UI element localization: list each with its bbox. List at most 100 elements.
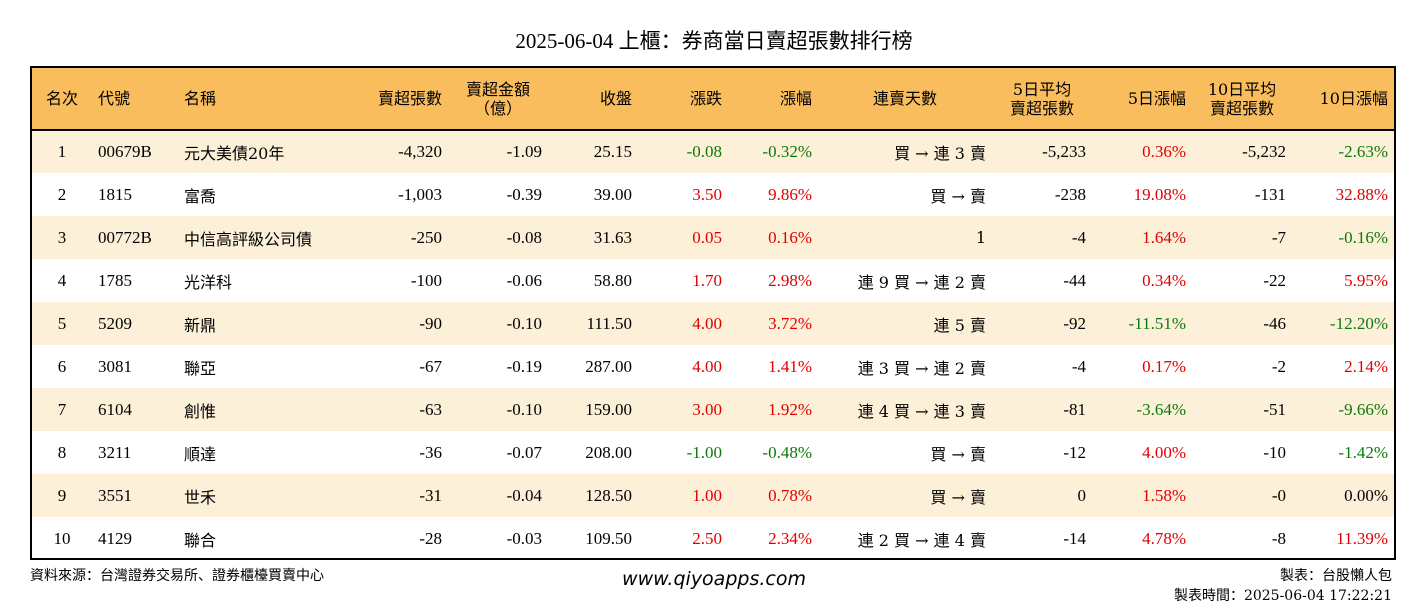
cell-code: 00772B bbox=[98, 227, 152, 247]
cell-streak: 連 5 賣 bbox=[933, 315, 986, 335]
cell-pct5: -3.64% bbox=[1136, 399, 1186, 419]
cell-pct10: -1.42% bbox=[1338, 442, 1388, 462]
header-close[interactable]: 收盤 bbox=[548, 68, 638, 131]
table-row[interactable]: 2 1815 富喬 -1,003 -0.39 39.00 3.50 9.86% 買 → 賣 -23… bbox=[32, 173, 1394, 216]
cell-avg5: -44 bbox=[1063, 270, 1086, 290]
cell-pct5: 4.78% bbox=[1142, 528, 1186, 548]
cell-avg10: -22 bbox=[1263, 270, 1286, 290]
cell-streak: 連 9 買 → 連 2 賣 bbox=[857, 272, 986, 292]
cell-streak: 買 → 賣 bbox=[930, 444, 986, 464]
table-row[interactable]: 8 3211 順達 -36 -0.07 208.00 -1.00 -0.48% 買 → 賣 -12… bbox=[32, 431, 1394, 474]
cell-rank: 7 bbox=[57, 399, 67, 419]
cell-sell-amount: -0.06 bbox=[506, 270, 542, 290]
cell-change: -1.00 bbox=[686, 442, 722, 462]
cell-avg5: -238 bbox=[1054, 184, 1086, 204]
table-row[interactable]: 6 3081 聯亞 -67 -0.19 287.00 4.00 1.41% 連 3 買 → 連 … bbox=[32, 345, 1394, 388]
cell-sell-amount: -0.03 bbox=[506, 528, 542, 548]
cell-close: 111.50 bbox=[586, 313, 633, 333]
cell-streak: 買 → 連 3 賣 bbox=[894, 144, 986, 163]
ranking-table: 名次 代號 名稱 賣超張數 賣超金額 （億） 收盤 漲跌 漲幅 連賣天數 5日平… bbox=[32, 68, 1394, 560]
cell-sell-lots: -1,003 bbox=[398, 184, 442, 204]
table-row[interactable]: 9 3551 世禾 -31 -0.04 128.50 1.00 0.78% 買 → 賣 0 1.58… bbox=[32, 474, 1394, 517]
cell-sell-amount: -1.09 bbox=[506, 142, 542, 161]
cell-change: 1.00 bbox=[692, 485, 722, 505]
cell-avg10: -0 bbox=[1271, 485, 1286, 505]
cell-sell-lots: -90 bbox=[419, 313, 442, 333]
cell-change-pct: 1.41% bbox=[768, 356, 812, 376]
table-row[interactable]: 4 1785 光洋科 -100 -0.06 58.80 1.70 2.98% 連 9 買 → 連… bbox=[32, 259, 1394, 302]
cell-code: 3211 bbox=[98, 442, 132, 462]
data-source: 資料來源：台灣證券交易所、證券櫃檯買賣中心 bbox=[30, 568, 324, 584]
cell-name: 創惟 bbox=[184, 401, 217, 421]
cell-avg10: -51 bbox=[1263, 399, 1286, 419]
cell-name: 光洋科 bbox=[184, 272, 233, 292]
cell-close: 128.50 bbox=[585, 485, 632, 505]
cell-close: 58.80 bbox=[593, 270, 632, 290]
cell-streak: 連 3 買 → 連 2 賣 bbox=[857, 358, 986, 378]
cell-close: 109.50 bbox=[585, 528, 632, 548]
cell-pct10: -12.20% bbox=[1329, 313, 1388, 333]
cell-rank: 3 bbox=[57, 227, 67, 247]
cell-pct10: 11.39% bbox=[1336, 528, 1388, 548]
cell-pct5: 1.64% bbox=[1142, 227, 1186, 247]
cell-pct10: 2.14% bbox=[1344, 356, 1388, 376]
cell-avg5: 0 bbox=[1077, 485, 1087, 505]
table-row[interactable]: 7 6104 創惟 -63 -0.10 159.00 3.00 1.92% 連 4 買 → 連 … bbox=[32, 388, 1394, 431]
header-sell-lots[interactable]: 賣超張數 bbox=[354, 68, 448, 131]
cell-pct10: 0.00% bbox=[1344, 485, 1388, 505]
cell-pct10: 32.88% bbox=[1335, 184, 1388, 204]
cell-avg10: -2 bbox=[1271, 356, 1286, 376]
cell-change: 2.50 bbox=[692, 528, 722, 548]
header-rank[interactable]: 名次 bbox=[32, 68, 92, 131]
cell-change-pct: 2.98% bbox=[768, 270, 812, 290]
cell-change: 1.70 bbox=[692, 270, 722, 290]
cell-rank: 5 bbox=[57, 313, 67, 333]
footer-credits: 製表：台股懶人包 製表時間：2025-06-04 17:22:21 bbox=[1174, 566, 1392, 606]
header-avg5[interactable]: 5日平均 賣超張數 bbox=[992, 68, 1092, 131]
cell-rank: 9 bbox=[57, 485, 67, 505]
cell-code: 6104 bbox=[98, 399, 132, 419]
header-change-pct[interactable]: 漲幅 bbox=[728, 68, 818, 131]
cell-close: 159.00 bbox=[585, 399, 632, 419]
ranking-table-container: 名次 代號 名稱 賣超張數 賣超金額 （億） 收盤 漲跌 漲幅 連賣天數 5日平… bbox=[30, 66, 1396, 560]
cell-pct5: 19.08% bbox=[1133, 184, 1186, 204]
table-row[interactable]: 10 4129 聯合 -28 -0.03 109.50 2.50 2.34% 連 2 買 → 連… bbox=[32, 517, 1394, 560]
cell-pct10: 5.95% bbox=[1344, 270, 1388, 290]
cell-sell-lots: -31 bbox=[419, 485, 442, 505]
cell-change: 4.00 bbox=[692, 313, 722, 333]
header-pct5[interactable]: 5日漲幅 bbox=[1092, 68, 1192, 131]
cell-sell-lots: -63 bbox=[419, 399, 442, 419]
cell-name: 順達 bbox=[184, 444, 217, 464]
cell-code: 4129 bbox=[98, 528, 132, 548]
cell-avg5: -12 bbox=[1063, 442, 1086, 462]
cell-rank: 6 bbox=[57, 356, 67, 376]
cell-change-pct: 0.78% bbox=[768, 485, 812, 505]
cell-code: 00679B bbox=[98, 142, 152, 161]
cell-close: 208.00 bbox=[585, 442, 632, 462]
header-avg10[interactable]: 10日平均 賣超張數 bbox=[1192, 68, 1292, 131]
header-streak[interactable]: 連賣天數 bbox=[818, 68, 992, 131]
cell-sell-lots: -4,320 bbox=[398, 142, 442, 161]
header-pct10[interactable]: 10日漲幅 bbox=[1292, 68, 1394, 131]
cell-pct10: -2.63% bbox=[1338, 142, 1388, 161]
cell-close: 39.00 bbox=[593, 184, 632, 204]
cell-streak: 買 → 賣 bbox=[930, 186, 986, 206]
cell-sell-lots: -28 bbox=[419, 528, 442, 548]
cell-code: 5209 bbox=[98, 313, 132, 333]
cell-change-pct: 2.34% bbox=[768, 528, 812, 548]
website-link[interactable]: www.qiyoapps.com bbox=[622, 568, 806, 590]
cell-name: 聯合 bbox=[184, 530, 217, 550]
cell-pct5: 0.17% bbox=[1142, 356, 1186, 376]
table-row[interactable]: 5 5209 新鼎 -90 -0.10 111.50 4.00 3.72% 連 5 賣 -92 -1… bbox=[32, 302, 1394, 345]
table-row[interactable]: 3 00772B 中信高評級公司債 -250 -0.08 31.63 0.05 0.16% 1 -… bbox=[32, 216, 1394, 259]
cell-close: 287.00 bbox=[585, 356, 632, 376]
header-sell-amount[interactable]: 賣超金額 （億） bbox=[448, 68, 548, 131]
cell-avg10: -131 bbox=[1254, 184, 1286, 204]
header-name[interactable]: 名稱 bbox=[178, 68, 354, 131]
header-code[interactable]: 代號 bbox=[92, 68, 178, 131]
cell-rank: 10 bbox=[53, 528, 71, 548]
table-row[interactable]: 1 00679B 元大美債20年 -4,320 -1.09 25.15 -0.08 -0.32… bbox=[32, 130, 1394, 173]
cell-name: 中信高評級公司債 bbox=[184, 229, 313, 249]
header-change[interactable]: 漲跌 bbox=[638, 68, 728, 131]
cell-name: 富喬 bbox=[184, 186, 217, 206]
